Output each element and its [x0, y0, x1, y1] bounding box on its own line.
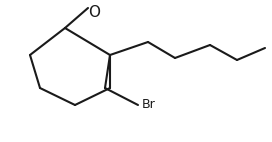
Text: Br: Br: [142, 99, 156, 111]
Text: O: O: [88, 5, 100, 20]
